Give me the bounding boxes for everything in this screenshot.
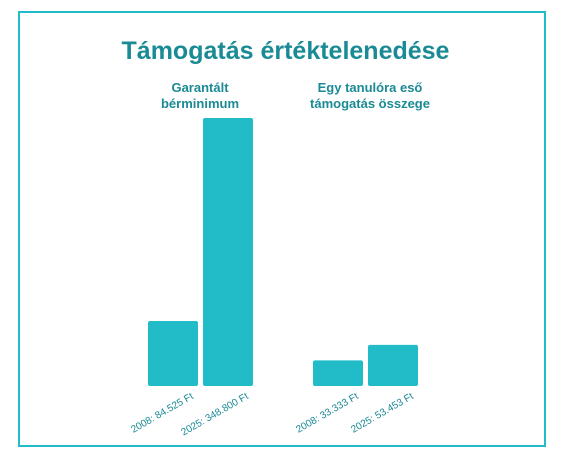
- group-label-minimum-wage: Garantált bérminimum: [130, 80, 270, 112]
- group-label-line-1: Garantált: [171, 80, 229, 95]
- chart-title: Támogatás értéktelenedése: [121, 37, 450, 65]
- group-label-line-2: bérminimum: [160, 96, 239, 111]
- group-label-line-2: támogatás összege: [310, 96, 430, 111]
- bar: [368, 344, 418, 386]
- bar: [203, 118, 253, 386]
- bar: [313, 360, 363, 386]
- bar-label: 2025: 53.453 Ft: [349, 391, 415, 436]
- group-label-student-support: Egy tanulóra eső támogatás összege: [290, 80, 450, 112]
- bar: [148, 321, 198, 386]
- chart-frame: [18, 11, 546, 447]
- group-label-line-1: Egy tanulóra eső: [317, 80, 423, 95]
